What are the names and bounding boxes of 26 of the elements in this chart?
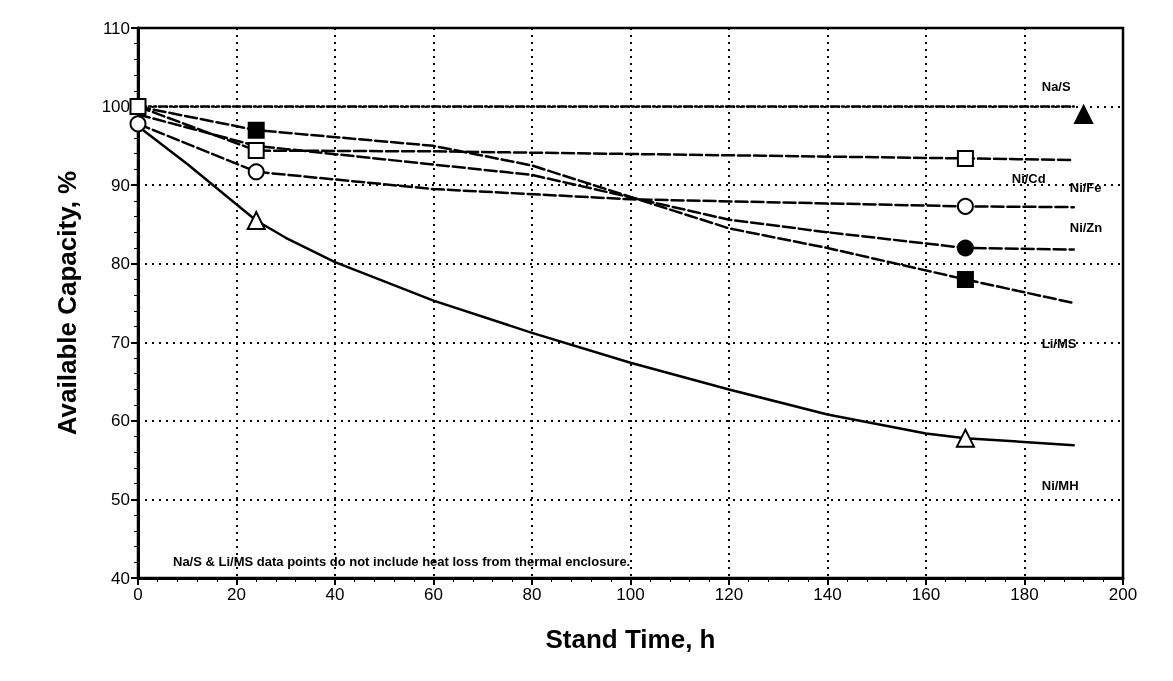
x-tick-label: 200 xyxy=(1108,585,1138,604)
y-tick-label: 100 xyxy=(101,97,130,117)
y-tick-label: 80 xyxy=(111,254,130,274)
y-tick-label: 110 xyxy=(102,18,130,38)
series-label: Ni/Cd xyxy=(1011,170,1046,186)
y-tick-label: 90 xyxy=(111,175,130,195)
x-tick-label: 0 xyxy=(133,585,143,604)
x-tick-label: 40 xyxy=(325,585,345,604)
y-axis-title: Available Capacity, % xyxy=(52,170,82,436)
series-label: Ni/Zn xyxy=(1069,220,1103,236)
x-tick-label: 140 xyxy=(813,585,842,604)
x-tick-label: 60 xyxy=(424,585,443,604)
y-tick-label: 60 xyxy=(111,411,130,431)
annotation: Na/S & Li/MS data points do not include heat loss from thermal enclosure. xyxy=(173,554,631,569)
x-tick-label: 120 xyxy=(714,585,744,604)
x-tick-label: 80 xyxy=(522,585,542,604)
y-tick-label: 70 xyxy=(111,332,130,352)
x-tick-label: 100 xyxy=(616,585,645,604)
x-tick-label: 160 xyxy=(911,585,941,604)
x-tick-label: 20 xyxy=(227,585,246,604)
y-tick-label: 40 xyxy=(111,568,130,588)
y-tick-label: 50 xyxy=(111,489,130,509)
series-label: Na/S xyxy=(1041,79,1071,95)
x-tick-label: 180 xyxy=(1010,585,1039,604)
text: Ni/MH xyxy=(1041,477,1079,493)
x-axis-title: Stand Time, h xyxy=(545,624,716,654)
